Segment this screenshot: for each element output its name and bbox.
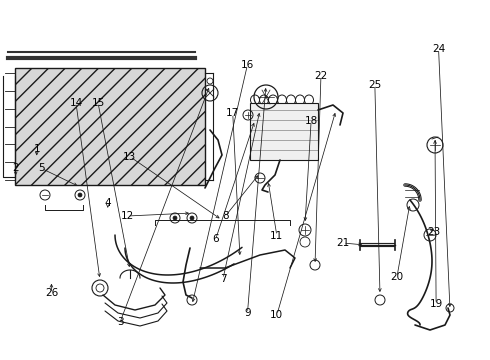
Text: 6: 6 <box>212 234 219 244</box>
Bar <box>250 103 318 160</box>
Text: 13: 13 <box>123 152 137 162</box>
Text: 12: 12 <box>121 211 134 221</box>
Text: 26: 26 <box>45 288 58 298</box>
Text: 19: 19 <box>429 299 443 309</box>
Text: 10: 10 <box>270 310 283 320</box>
Circle shape <box>190 216 194 220</box>
Text: 18: 18 <box>304 116 318 126</box>
Text: 1: 1 <box>33 144 40 154</box>
Text: 5: 5 <box>38 163 45 174</box>
Text: 22: 22 <box>314 71 328 81</box>
Text: 16: 16 <box>241 60 254 70</box>
Circle shape <box>78 193 82 197</box>
Text: 25: 25 <box>368 80 382 90</box>
Text: 4: 4 <box>104 198 111 208</box>
Text: 8: 8 <box>222 211 229 221</box>
Text: 20: 20 <box>391 272 403 282</box>
Text: 23: 23 <box>427 227 441 237</box>
Text: 21: 21 <box>336 238 350 248</box>
Text: 11: 11 <box>270 231 284 241</box>
Circle shape <box>173 216 177 220</box>
Text: 14: 14 <box>69 98 83 108</box>
Text: 2: 2 <box>12 163 19 174</box>
Text: 17: 17 <box>226 108 240 118</box>
Text: 3: 3 <box>117 317 123 327</box>
Text: 7: 7 <box>220 274 226 284</box>
Text: 9: 9 <box>244 308 251 318</box>
Text: 15: 15 <box>91 98 105 108</box>
Bar <box>15 68 205 185</box>
Text: 24: 24 <box>432 44 445 54</box>
